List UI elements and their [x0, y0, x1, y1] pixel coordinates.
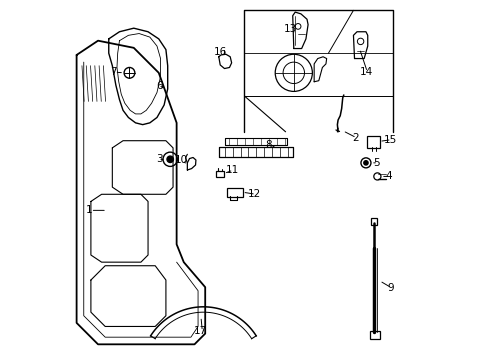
Text: 13: 13 — [283, 24, 296, 34]
Text: 1: 1 — [85, 205, 92, 215]
Text: 14: 14 — [359, 67, 372, 77]
Text: 4: 4 — [385, 171, 392, 181]
Text: 15: 15 — [383, 135, 396, 145]
Text: 16: 16 — [213, 47, 226, 57]
Circle shape — [166, 156, 173, 162]
FancyBboxPatch shape — [226, 188, 242, 197]
Text: 8: 8 — [265, 140, 271, 150]
Text: 5: 5 — [373, 158, 379, 168]
Text: 7: 7 — [109, 67, 116, 77]
Text: 17: 17 — [194, 327, 207, 337]
Text: 11: 11 — [225, 165, 238, 175]
Text: 12: 12 — [247, 189, 261, 199]
FancyBboxPatch shape — [366, 136, 379, 148]
Text: 6: 6 — [156, 81, 163, 91]
Circle shape — [363, 161, 367, 165]
Text: 2: 2 — [351, 133, 358, 143]
FancyBboxPatch shape — [369, 331, 379, 339]
Text: 9: 9 — [386, 283, 393, 293]
FancyBboxPatch shape — [215, 171, 224, 177]
Text: 10: 10 — [174, 155, 187, 165]
Text: 3: 3 — [156, 154, 163, 164]
FancyBboxPatch shape — [370, 218, 377, 225]
